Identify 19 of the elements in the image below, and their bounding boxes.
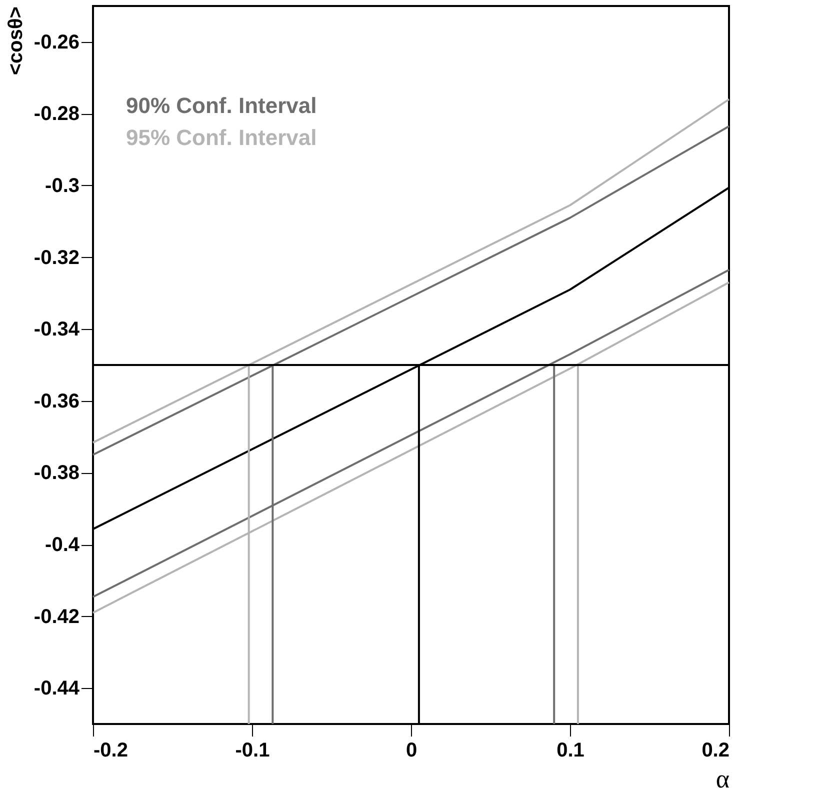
x-tick-label: 0.1 — [556, 740, 584, 762]
x-tick-label: -0.2 — [94, 740, 128, 762]
y-tick-label: -0.38 — [34, 462, 80, 484]
text: 95% Conf. Interval — [126, 125, 317, 150]
y-tick-label: -0.28 — [34, 103, 80, 126]
y-tick-label: -0.3 — [45, 175, 80, 197]
y-tick-label: -0.34 — [34, 318, 80, 341]
y-tick-label: -0.4 — [45, 534, 80, 556]
text: 90% Conf. Interval — [126, 93, 317, 118]
y-tick-label: -0.42 — [34, 606, 80, 628]
x-tick-label: -0.1 — [235, 740, 270, 762]
y-tick-label: -0.36 — [34, 390, 80, 412]
y-tick-label: -0.32 — [34, 246, 80, 269]
x-tick-label: 0.2 — [702, 740, 730, 762]
x-axis-title: α — [716, 764, 730, 790]
x-tick-label: 0 — [406, 740, 418, 762]
y-tick-label: -0.44 — [34, 678, 80, 700]
y-tick-label: -0.26 — [34, 31, 80, 54]
y-axis-title: <cosθ> — [4, 6, 27, 76]
